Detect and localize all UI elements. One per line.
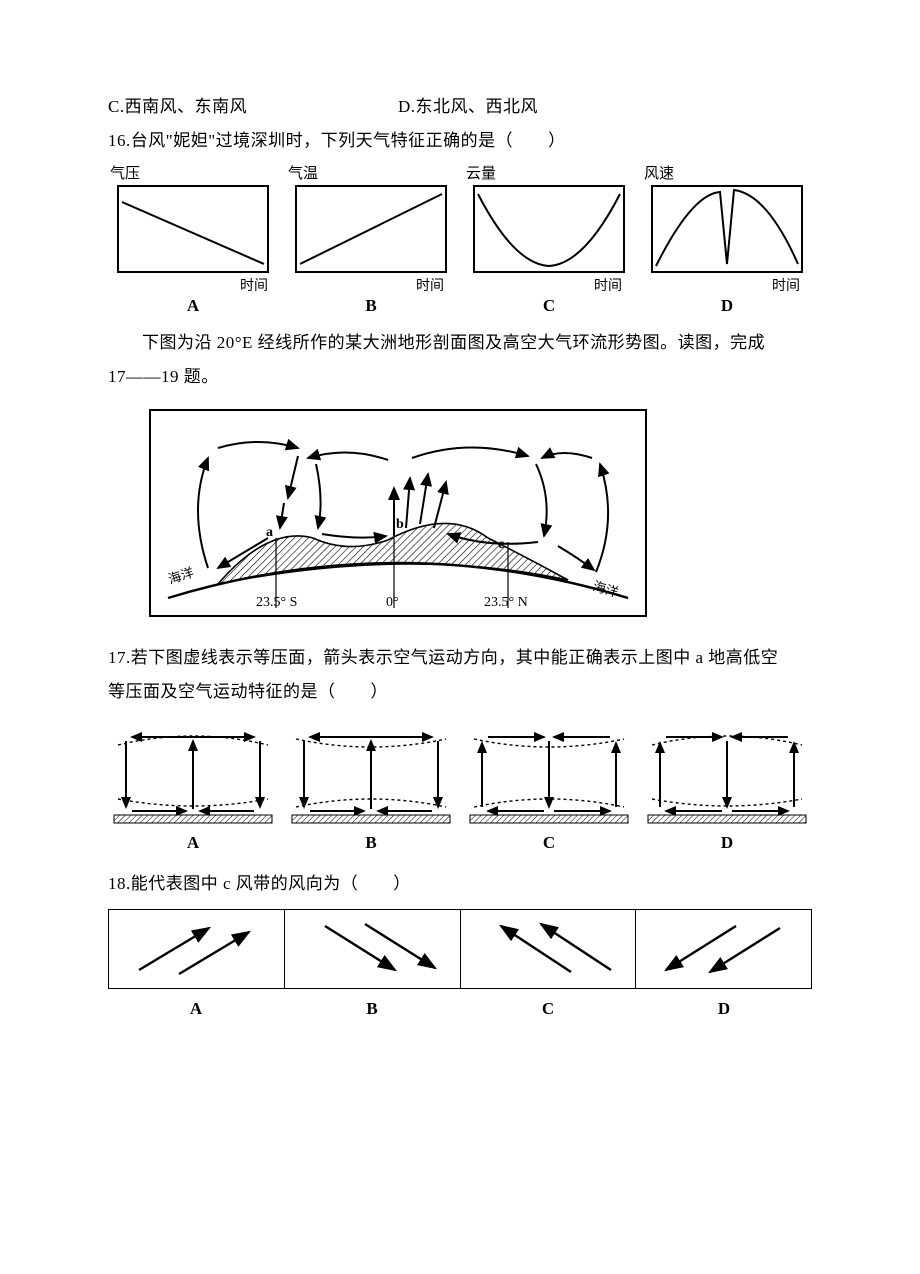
lat-n: 23.5° N [484, 595, 528, 610]
q17-line2: 等压面及空气运动特征的是（ ） [108, 675, 812, 709]
q18-box-B [285, 909, 461, 989]
q16-chart-A: 气压 时间 [108, 164, 278, 294]
q18-boxes [108, 909, 812, 989]
q16-chart-C: 云量 时间 [464, 164, 634, 294]
q17-letter-A: A [108, 833, 278, 853]
q17-panel-D [642, 719, 812, 829]
q17-letter-B: B [286, 833, 456, 853]
q18-letter-B: B [284, 999, 460, 1019]
q16-letters: A B C D [108, 296, 812, 316]
ylabel-B: 气温 [288, 165, 318, 182]
q16-chart-D: 风速 时间 [642, 164, 812, 294]
q16-stem: 16.台风"妮妲"过境深圳时，下列天气特征正确的是（ ） [108, 124, 812, 158]
q17-letters: A B C D [108, 833, 812, 853]
xlabel-A: 时间 [240, 278, 268, 294]
q17-panel-C [464, 719, 634, 829]
q17-panel-B [286, 719, 456, 829]
pt-b: b [396, 517, 404, 532]
ocean-left: 海洋 [166, 565, 195, 587]
q17-line1: 17.若下图虚线表示等压面，箭头表示空气运动方向，其中能正确表示上图中 a 地高… [108, 641, 812, 675]
letter-C: C [464, 296, 634, 316]
q16-chart-B: 气温 时间 [286, 164, 456, 294]
circulation-figure: 海洋 海洋 23.5° S 0° 23.5° N a b c [148, 408, 812, 623]
q17-panels [108, 719, 812, 829]
xlabel-C: 时间 [594, 278, 622, 294]
q18-box-A [108, 909, 285, 989]
passage-line1: 下图为沿 20°E 经线所作的某大洲地形剖面图及高空大气环流形势图。读图，完成 [108, 326, 812, 360]
q18-letter-D: D [636, 999, 812, 1019]
q17-panel-A [108, 719, 278, 829]
passage-line2: 17——19 题。 [108, 360, 812, 394]
ylabel-C: 云量 [466, 166, 496, 182]
q18-letter-A: A [108, 999, 284, 1019]
q18-box-D [636, 909, 812, 989]
q18-box-C [461, 909, 637, 989]
q18-letters: A B C D [108, 999, 812, 1019]
ylabel-D: 风速 [644, 165, 674, 182]
xlabel-D: 时间 [772, 278, 800, 294]
letter-B: B [286, 296, 456, 316]
ocean-right: 海洋 [591, 578, 620, 600]
q17-letter-C: C [464, 833, 634, 853]
q18-letter-C: C [460, 999, 636, 1019]
option-d: D.东北风、西北风 [398, 90, 538, 124]
option-c: C.西南风、东南风 [108, 90, 398, 124]
q16-charts-row: 气压 时间 气温 时间 云量 时间 [108, 164, 812, 294]
prev-options-row: C.西南风、东南风 D.东北风、西北风 [108, 90, 812, 124]
equator: 0° [386, 595, 399, 610]
lat-s: 23.5° S [256, 595, 297, 610]
q18-stem: 18.能代表图中 c 风带的风向为（ ） [108, 867, 812, 901]
letter-D: D [642, 296, 812, 316]
q17-letter-D: D [642, 833, 812, 853]
letter-A: A [108, 296, 278, 316]
ylabel-A: 气压 [110, 165, 140, 182]
xlabel-B: 时间 [416, 278, 444, 294]
